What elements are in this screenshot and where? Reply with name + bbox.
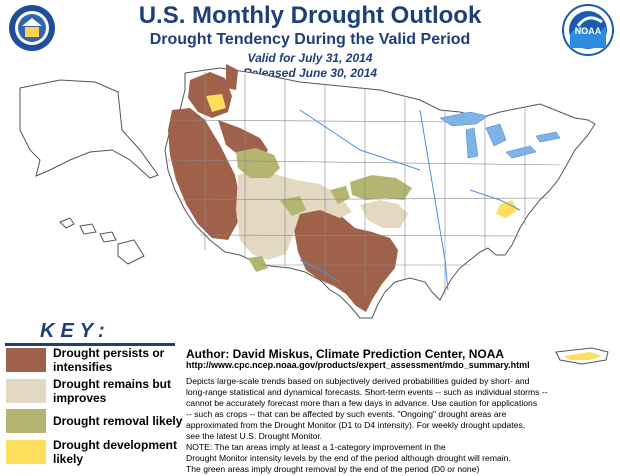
key-label-removal: Drought removal likely	[53, 414, 183, 428]
drought-removal-region	[350, 175, 412, 200]
key-swatch-development	[6, 440, 46, 464]
source-url[interactable]: http://www.cpc.ncep.noaa.gov/products/ex…	[186, 360, 530, 370]
rivers	[299, 109, 521, 291]
drought-removal-region	[248, 256, 268, 272]
key-title: KEY:	[40, 320, 111, 342]
author-credit: Author: David Miskus, Climate Prediction…	[186, 347, 505, 361]
note-line: -- such as crops -- that can be affected…	[186, 409, 507, 419]
key-label-improves: Drought remains but improves	[53, 377, 172, 405]
drought-persists-region	[226, 64, 238, 90]
release-date: Released June 30, 2014	[242, 66, 378, 80]
drought-removal-region	[236, 148, 280, 178]
doc-seal-logo	[9, 5, 55, 51]
notes-block: Depicts large-scale trends based on subj…	[186, 376, 606, 475]
map-subtitle: Drought Tendency During the Valid Period	[149, 31, 471, 48]
map-title: U.S. Monthly Drought Outlook	[138, 2, 482, 29]
key-swatch-improves	[6, 379, 46, 403]
note-line: NOTE: The tan areas imply at least a 1-c…	[186, 442, 446, 452]
drought-outlook-map	[19, 64, 596, 319]
drought-persists-region	[294, 208, 398, 312]
key-label-development: Drought development likely	[53, 438, 178, 466]
drought-development-region	[206, 94, 226, 112]
key-swatch-persists	[6, 348, 46, 372]
alaska	[19, 79, 159, 179]
key-divider	[5, 343, 175, 346]
noaa-logo-text: NOAA	[575, 26, 602, 36]
drought-persists-region	[168, 108, 240, 240]
note-line: long-range statistical and dynamical for…	[186, 387, 548, 397]
note-line: approximated from the Drought Monitor (D…	[186, 420, 526, 430]
key-swatch-removal	[6, 409, 46, 433]
puerto-rico	[555, 347, 609, 365]
valid-date: Valid for July 31, 2014	[247, 51, 373, 65]
note-line: Drought Monitor intensity levels by the …	[186, 453, 511, 463]
noaa-logo: NOAA	[562, 4, 614, 56]
note-line: Depicts large-scale trends based on subj…	[186, 376, 530, 386]
note-line: The green areas imply drought removal by…	[186, 464, 480, 474]
great-lakes	[439, 111, 561, 159]
key-label-persists: Drought persists or intensifies	[53, 346, 165, 374]
alaska-drought-region	[60, 118, 82, 134]
note-line: cannot be accurately forecast more than …	[186, 398, 538, 408]
drought-improves-region	[360, 200, 408, 228]
drought-removal-region	[280, 196, 306, 216]
state-boundaries	[167, 72, 561, 300]
hawaii	[59, 217, 145, 265]
note-line: see the latest U.S. Drought Monitor.	[186, 431, 323, 441]
drought-removal-region	[330, 186, 350, 204]
drought-development-region	[496, 200, 518, 218]
